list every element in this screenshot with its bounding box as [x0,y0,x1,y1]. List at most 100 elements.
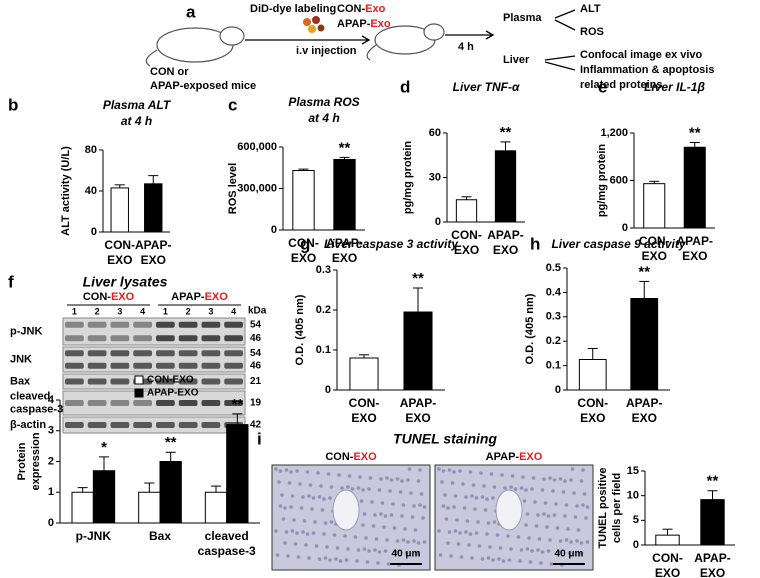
tunel-nucleus [572,491,576,495]
significance: * [101,439,107,456]
blot-band [178,335,198,342]
tunel-nucleus [344,558,349,562]
blot-band [156,321,175,328]
tunel-nucleus [573,515,578,519]
chart-title: Liver IL-1β [644,80,705,94]
significance: ** [412,270,424,287]
x-tick-label: EXO [454,243,479,257]
tunel-nucleus [383,549,388,553]
legend-swatch [134,388,144,398]
tunel-nucleus [290,529,295,533]
tunel-nucleus [581,468,585,472]
tunel-nucleus [320,508,325,512]
blot-band [110,362,130,369]
y-axis-label: O.D. (405 nm) [524,293,536,364]
significance: ** [689,124,701,141]
schematic-text: CON-Exo [337,3,386,15]
tunel-nucleus [443,493,447,497]
tunel-nucleus [422,505,427,509]
tunel-nucleus [311,496,316,500]
tunel-nucleus [507,558,512,562]
y-tick-label: 0 [48,517,54,529]
tunel-nucleus [368,476,373,480]
tunel-nucleus [328,558,332,562]
blot-band [156,422,175,428]
tunel-nucleus [362,547,367,551]
tunel-nucleus [409,491,413,495]
tunel-nucleus [416,479,421,483]
tunel-nucleus [284,468,289,472]
tunel-nucleus [380,501,385,505]
x-tick-label: EXO [107,253,132,267]
x-tick-label: CON- [349,396,380,410]
tunel-nucleus [386,562,391,566]
schematic-text-part: Exo [370,18,390,30]
tunel-nucleus [585,540,590,544]
blot-band [156,335,175,342]
y-tick-label: 0.3 [316,264,331,276]
tunel-nucleus [406,540,410,544]
tunel-nucleus [524,523,528,527]
tunel-title: TUNEL staining [393,431,497,447]
tunel-nucleus [415,552,419,556]
mouse-head [423,23,445,41]
tunel-nucleus [438,553,443,557]
tunel-nucleus [537,537,542,541]
schematic-text-part: CON- [337,3,365,15]
tunel-nucleus [403,527,407,531]
tunel-nucleus [455,518,459,522]
blot-band [110,400,130,406]
tunel-nucleus [391,502,395,506]
tunel-nucleus [337,473,341,477]
panel-letter: f [8,272,14,291]
tunel-nucleus [581,503,585,507]
tunel-nucleus [347,474,352,478]
tunel-nucleus [567,551,572,555]
arrow [554,9,576,19]
schematic [145,16,445,67]
y-tick-label: 1,200 [600,127,628,139]
lane-label: 2 [95,306,100,316]
legend-label: CON-EXO [147,375,194,386]
tunel-nucleus [456,542,461,546]
blot-strip [62,373,246,390]
schematic-text: Plasma [503,12,542,24]
blot-size: 54 [250,348,262,359]
panel-letter: e [598,77,607,96]
tunel-nucleus [558,477,563,481]
tunel-nucleus [546,514,551,518]
blot-band [133,400,152,406]
blot-group-part: EXO [111,291,135,303]
tunel-nucleus [316,471,320,475]
tunel-nucleus [458,469,462,473]
y-axis-label: cells per field [611,473,623,543]
tunel-nucleus [579,479,584,483]
schematic-text: i.v injection [296,45,357,57]
tunel-nucleus [476,520,480,524]
tunel-nucleus [441,504,446,508]
tunel-nucleus [569,540,573,544]
tunel-nucleus [274,529,278,533]
bar [138,491,161,524]
tunel-nucleus [453,529,458,533]
tunel-nucleus [575,539,579,543]
tunel-nucleus [552,478,557,482]
tunel-nucleus [289,505,293,509]
tunel-nucleus [501,559,506,563]
legend-label: APAP-EXO [147,388,199,399]
tunel-image-label: CON-EXO [325,451,377,463]
blot-row-label: JNK [10,353,32,365]
tunel-nucleus [558,539,563,543]
tunel-nucleus [412,539,416,543]
y-tick-label: 0.2 [546,335,561,347]
y-axis-label: ALT activity (U/L) [60,146,72,236]
tunel-nucleus [522,499,527,503]
bar [630,298,659,391]
blot-band [65,378,84,385]
bar [110,187,129,233]
tunel-nucleus [335,546,340,550]
bar [333,158,356,231]
x-tick-label: CON- [577,396,608,410]
tunel-nucleus [536,513,540,517]
bar [494,150,517,223]
